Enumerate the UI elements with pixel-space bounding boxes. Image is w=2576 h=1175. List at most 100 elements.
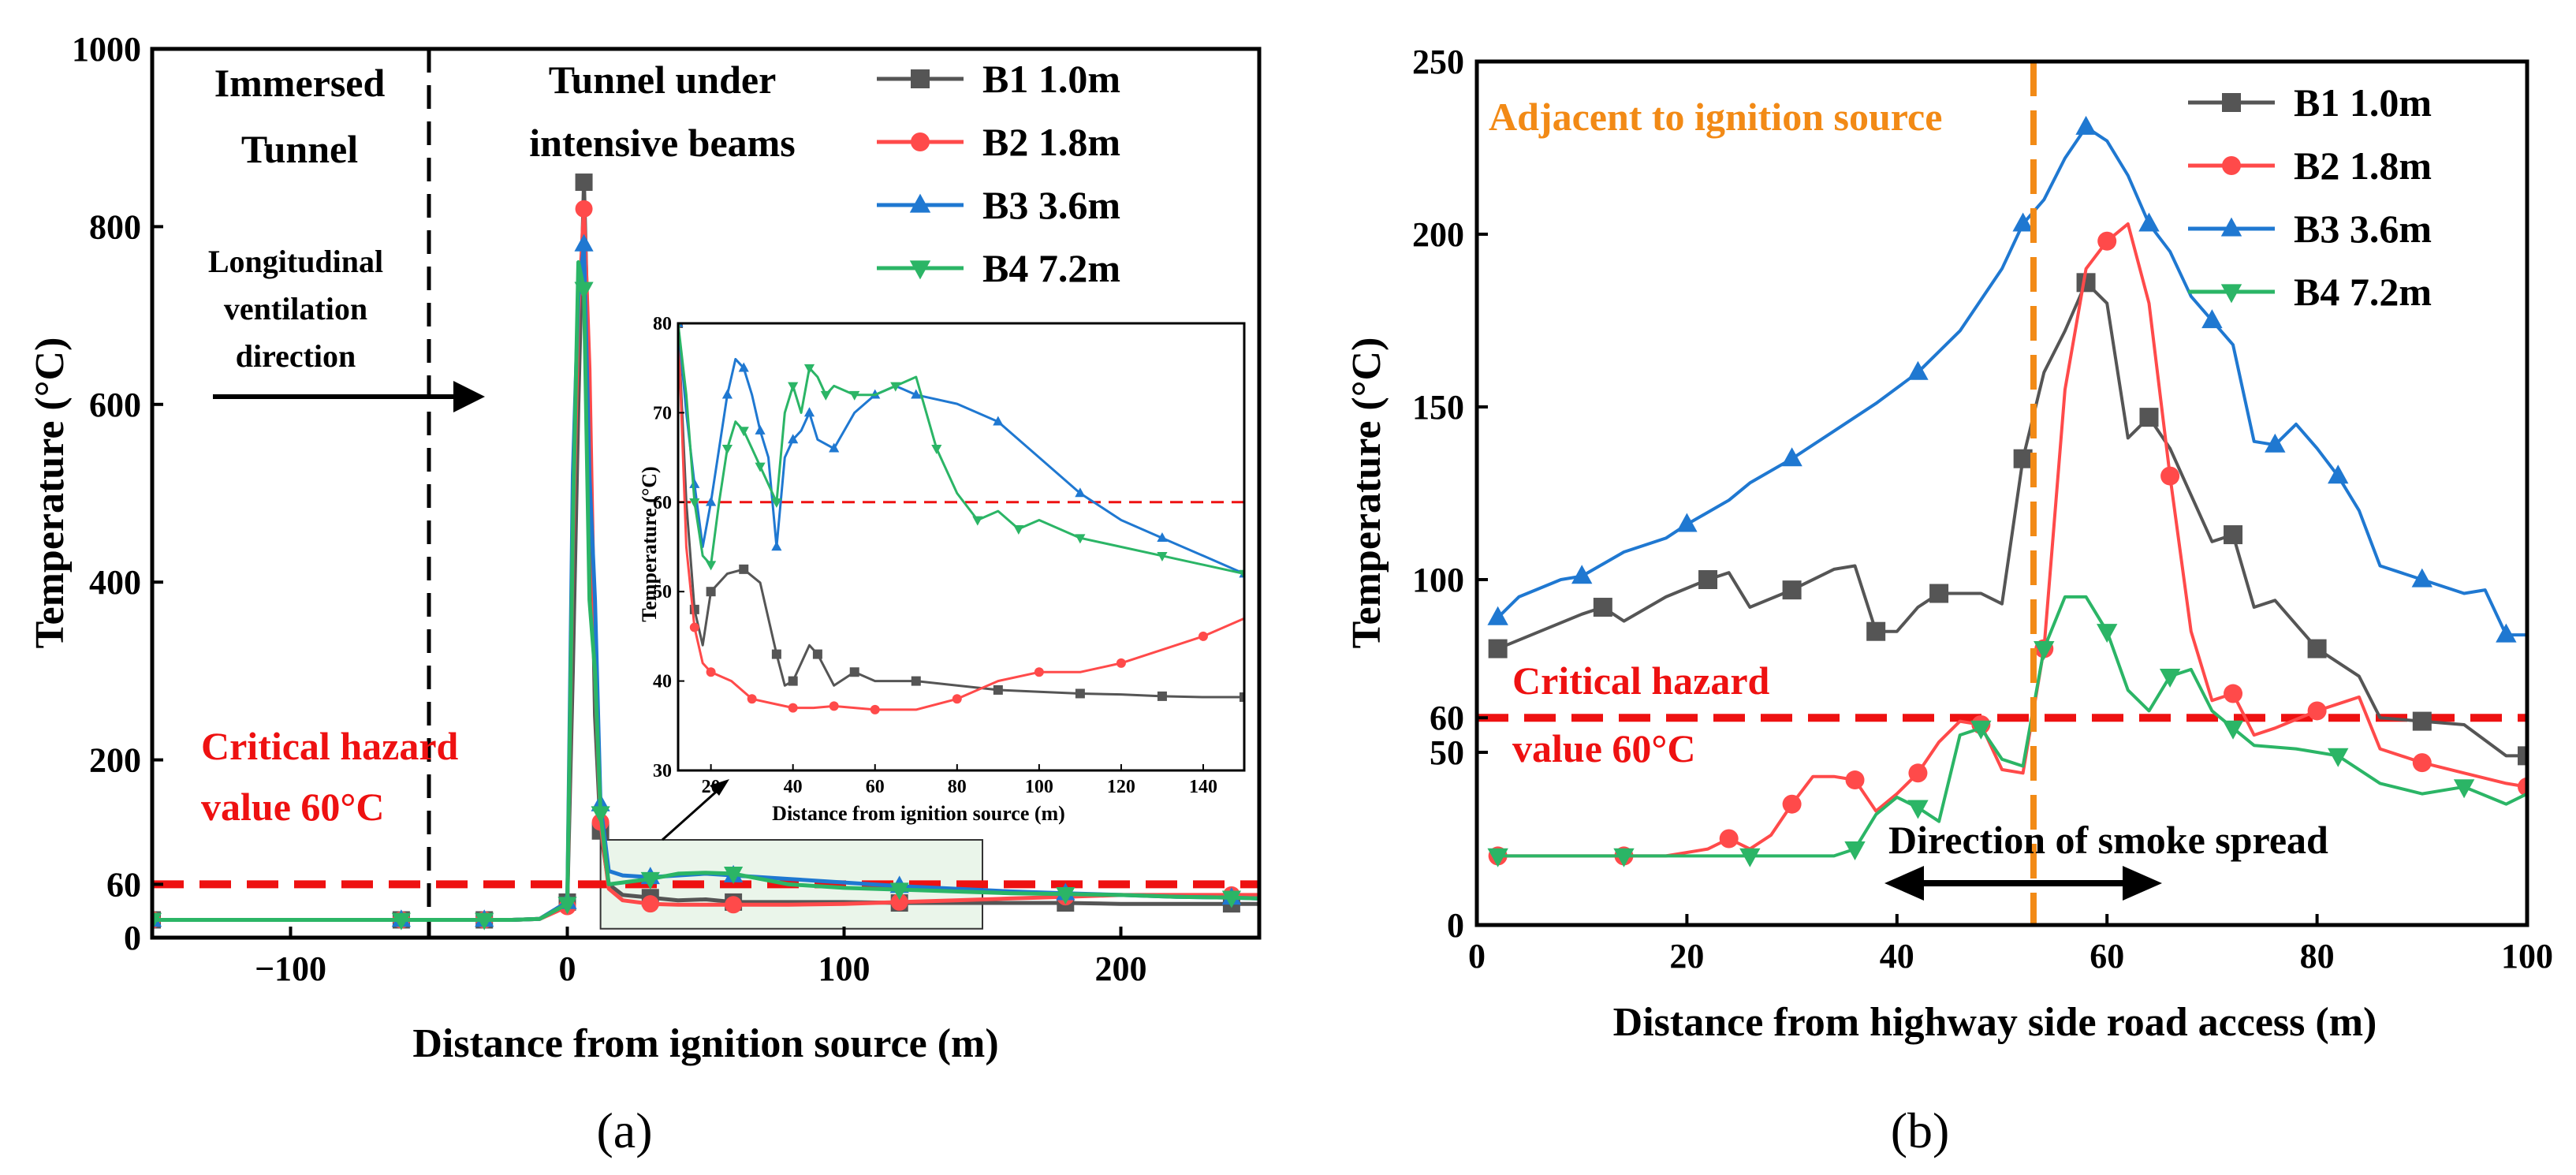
data-point-B3 bbox=[2328, 464, 2349, 484]
data-point-B3 bbox=[803, 407, 815, 417]
data-point-B2 bbox=[890, 893, 908, 911]
chart-a-legend: B1 1.0m B2 1.8m B3 3.6m B4 7.2m bbox=[877, 57, 1120, 290]
series-line-B2 bbox=[678, 323, 1244, 711]
data-point-B4 bbox=[2328, 748, 2349, 767]
data-point-B3 bbox=[755, 424, 766, 435]
legend-marker bbox=[2222, 93, 2241, 112]
legend-label: B2 1.8m bbox=[2294, 144, 2432, 188]
x-tick-label: 80 bbox=[2300, 937, 2335, 975]
legend-marker bbox=[2220, 217, 2242, 237]
legend-label: B2 1.8m bbox=[982, 120, 1120, 164]
legend-marker bbox=[909, 193, 931, 213]
legend-label: B4 7.2m bbox=[982, 246, 1120, 290]
data-point-B3 bbox=[1907, 360, 1929, 380]
chart-b-plot-frame bbox=[1474, 59, 2529, 927]
data-point-B1 bbox=[1929, 584, 1949, 603]
y-tick-label: 50 bbox=[1430, 733, 1464, 772]
data-point-B2 bbox=[829, 701, 839, 711]
data-point-B3 bbox=[1075, 487, 1086, 498]
data-point-B1 bbox=[2224, 525, 2243, 545]
x-tick-label: 120 bbox=[1107, 777, 1135, 797]
legend-marker bbox=[2222, 156, 2241, 175]
data-point-B2 bbox=[2097, 231, 2117, 251]
data-point-B4 bbox=[591, 806, 610, 824]
data-point-B3 bbox=[689, 478, 700, 488]
x-tick-label: 140 bbox=[1189, 777, 1217, 797]
data-point-B3 bbox=[1781, 447, 1802, 467]
data-point-B1 bbox=[1157, 691, 1167, 701]
data-point-B2 bbox=[689, 622, 699, 632]
data-point-B2 bbox=[1034, 667, 1044, 677]
annotation-critical-a-line2: value 60°C bbox=[201, 785, 385, 829]
data-point-B4 bbox=[1907, 800, 1929, 819]
data-point-B3 bbox=[574, 233, 594, 252]
inset-pointer-arrow bbox=[662, 779, 729, 841]
data-point-B2 bbox=[952, 694, 962, 704]
chart-a-plot-frame bbox=[150, 47, 1262, 940]
legend-label: B1 1.0m bbox=[982, 57, 1120, 101]
y-tick-label: 80 bbox=[653, 314, 672, 334]
data-point-B2 bbox=[1845, 770, 1865, 790]
data-point-B4 bbox=[931, 444, 942, 454]
data-point-B3 bbox=[2496, 623, 2517, 643]
data-point-B4 bbox=[1013, 525, 1024, 535]
data-point-B1 bbox=[1593, 598, 1612, 617]
data-point-B1 bbox=[911, 676, 921, 686]
data-point-B1 bbox=[2139, 408, 2159, 427]
series-line-B2 bbox=[1497, 222, 2527, 858]
y-tick-label: 400 bbox=[89, 563, 141, 602]
data-point-B4 bbox=[890, 382, 901, 392]
data-point-B2 bbox=[870, 704, 880, 714]
legend-marker bbox=[911, 132, 930, 151]
y-tick-label: 200 bbox=[89, 741, 141, 780]
legend-label: B3 3.6m bbox=[2294, 207, 2432, 251]
inset-series bbox=[678, 323, 1244, 714]
chart-b-series bbox=[1477, 62, 2527, 925]
data-point-B2 bbox=[2224, 684, 2243, 703]
y-tick-label: 60 bbox=[653, 493, 672, 513]
data-point-B1 bbox=[849, 667, 859, 677]
data-point-B1 bbox=[812, 649, 822, 659]
data-point-B2 bbox=[641, 895, 659, 913]
chart-a-axes: −100 0 100 200 0 60 200 400 600 800 1000 bbox=[72, 30, 1147, 988]
data-point-B1 bbox=[575, 173, 593, 192]
data-point-B3 bbox=[1571, 565, 1593, 584]
data-point-B4 bbox=[1487, 848, 1508, 867]
data-point-B4 bbox=[1157, 552, 1168, 562]
data-point-B2 bbox=[725, 896, 743, 914]
data-point-B1 bbox=[1866, 621, 1886, 641]
chart-b-xlabel: Distance from highway side road access (… bbox=[1613, 1000, 2377, 1045]
data-point-B2 bbox=[2160, 466, 2180, 486]
data-point-B4 bbox=[391, 912, 411, 931]
y-tick-label: 800 bbox=[89, 207, 141, 246]
data-point-B1 bbox=[993, 684, 1003, 695]
data-point-B1 bbox=[2013, 449, 2033, 468]
data-point-B4 bbox=[1075, 534, 1086, 544]
data-point-B4 bbox=[771, 498, 782, 508]
chart-a-xlabel: Distance from ignition source (m) bbox=[412, 1021, 998, 1066]
y-tick-label: 0 bbox=[124, 919, 141, 957]
data-point-B3 bbox=[2012, 212, 2034, 232]
data-point-B1 bbox=[1240, 692, 1244, 703]
data-point-B3 bbox=[738, 362, 749, 372]
data-point-B3 bbox=[2075, 115, 2097, 135]
data-point-B4 bbox=[152, 912, 162, 931]
x-tick-label: 80 bbox=[948, 777, 967, 797]
data-point-B1 bbox=[771, 649, 781, 659]
chart-a: −100 0 100 200 0 60 200 400 600 800 1000 Temperatu… bbox=[28, 30, 1262, 1158]
y-tick-label: 70 bbox=[653, 403, 672, 423]
x-tick-label: 60 bbox=[866, 777, 885, 797]
inset-ylabel: Temperature (°C) bbox=[638, 466, 661, 621]
data-point-B1 bbox=[1698, 570, 1718, 589]
y-tick-label: 1000 bbox=[72, 30, 141, 69]
data-point-B3 bbox=[993, 416, 1004, 426]
inset-xlabel: Distance from ignition source (m) bbox=[772, 802, 1065, 825]
data-point-B3 bbox=[2138, 212, 2160, 232]
smoke-spread-arrow bbox=[1884, 866, 2162, 901]
data-point-B4 bbox=[755, 462, 766, 472]
series-line-B3 bbox=[678, 323, 1244, 575]
annotation-beams-line1: Tunnel under bbox=[549, 58, 777, 102]
